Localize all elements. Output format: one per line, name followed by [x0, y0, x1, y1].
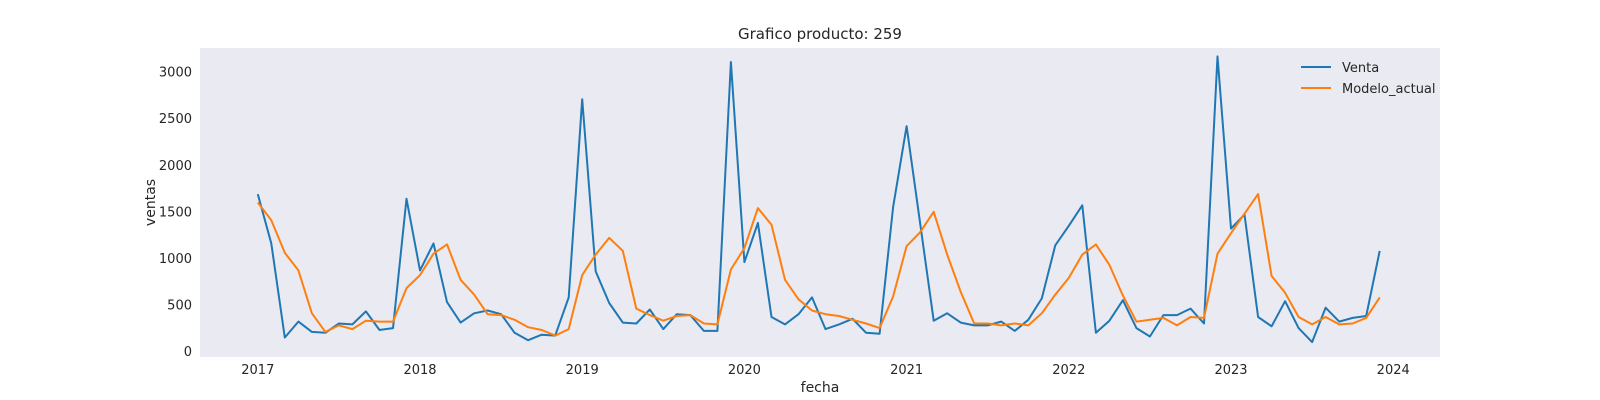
x-tick-label: 2021	[890, 363, 923, 378]
chart-title: Grafico producto: 259	[738, 25, 902, 43]
y-tick-label: 3000	[159, 66, 192, 81]
series-line-modelo-actual	[257, 193, 1381, 337]
x-axis: 2017 2018 2019 2020 2021 2022 2023 2024	[241, 363, 1410, 378]
x-tick-label: 2023	[1214, 363, 1247, 378]
y-tick-label: 1500	[159, 205, 192, 220]
y-tick-label: 2000	[159, 159, 192, 174]
x-tick-label: 2022	[1052, 363, 1085, 378]
x-tick-label: 2020	[728, 363, 761, 378]
y-axis-title: ventas	[143, 179, 159, 226]
x-tick-label: 2017	[241, 363, 274, 378]
x-tick-label: 2024	[1377, 363, 1410, 378]
x-tick-label: 2018	[403, 363, 436, 378]
series-lines	[256, 55, 1381, 344]
y-tick-label: 1000	[159, 252, 192, 267]
legend-label: Modelo_actual	[1342, 82, 1436, 97]
x-axis-title: fecha	[801, 380, 840, 396]
y-tick-label: 2500	[159, 112, 192, 127]
y-axis: 0 500 1000 1500 2000 2500 3000	[159, 66, 192, 360]
y-tick-label: 0	[184, 345, 192, 360]
x-tick-label: 2019	[566, 363, 599, 378]
legend: Venta Modelo_actual	[1301, 61, 1436, 97]
legend-label: Venta	[1342, 61, 1379, 76]
y-tick-label: 500	[167, 298, 192, 313]
plot-area	[200, 48, 1440, 357]
